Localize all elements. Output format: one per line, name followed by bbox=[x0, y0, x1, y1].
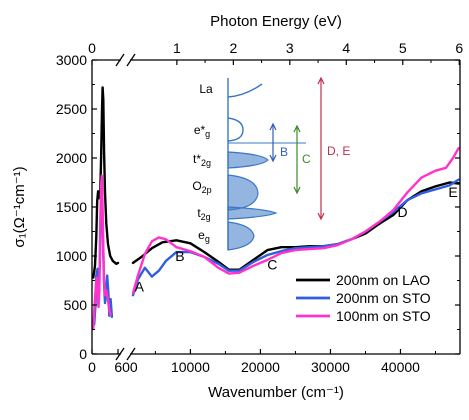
inset-level-main: t bbox=[197, 206, 201, 220]
inset-level-eg bbox=[227, 221, 255, 251]
top-tick-label: 2 bbox=[229, 40, 237, 56]
peak-label-D: D bbox=[398, 204, 408, 220]
axis-break-top-0 bbox=[115, 53, 125, 67]
axis-break-bottom-0 bbox=[115, 347, 125, 361]
inset-level-main: t* bbox=[193, 152, 201, 166]
inset-level-sub: g bbox=[205, 129, 210, 139]
series-line-2-segment-0 bbox=[92, 174, 112, 330]
inset-level-main: La bbox=[199, 82, 213, 96]
x-tick-label: 10000 bbox=[171, 359, 210, 375]
peak-label-E: E bbox=[448, 184, 457, 200]
inset-level-sub: 2g bbox=[201, 158, 211, 168]
inset-arrow-label-c: C bbox=[302, 152, 311, 166]
x-tick-label: 20000 bbox=[241, 359, 280, 375]
inset-arrow-b-head-bottom bbox=[269, 154, 277, 163]
inset-level-label: La bbox=[199, 82, 213, 96]
inset-level-label: eg bbox=[198, 228, 210, 244]
peak-label-C: C bbox=[267, 257, 277, 273]
series-group bbox=[92, 86, 460, 330]
y-axis-title: σ₁(Ω⁻¹cm⁻¹) bbox=[11, 166, 28, 247]
y-tick-label: 3000 bbox=[56, 52, 87, 68]
inset-level-sub: g bbox=[205, 234, 210, 244]
inset-level-main: e bbox=[198, 228, 205, 242]
y-tick-label: 0 bbox=[79, 346, 87, 362]
inset-level-main: e* bbox=[194, 123, 206, 137]
inset-level-o2p bbox=[227, 174, 259, 211]
y-tick-label: 2000 bbox=[56, 150, 87, 166]
x-tick-label: 30000 bbox=[311, 359, 350, 375]
inset-level-label: t*2g bbox=[193, 152, 211, 168]
top-tick-label: 4 bbox=[342, 40, 350, 56]
top-tick-label: 1 bbox=[173, 40, 181, 56]
inset-level-t2g-star bbox=[227, 151, 269, 169]
inset-level-label: O2p bbox=[192, 179, 211, 195]
x-tick-label: 0 bbox=[88, 359, 96, 375]
inset-level-la bbox=[227, 83, 263, 98]
legend: 200nm on LAO 200nm on STO 100nm on STO bbox=[296, 272, 431, 324]
inset-arrow-de-head-bottom bbox=[317, 212, 325, 221]
axis-break-bottom-1 bbox=[126, 347, 136, 361]
legend-entry: 100nm on STO bbox=[336, 308, 431, 324]
annotation-group: A B C D E bbox=[135, 184, 458, 294]
inset-level-label: e*g bbox=[194, 123, 210, 139]
inset-arrow-c-head-bottom bbox=[293, 186, 301, 195]
inset-arrow-label-b: B bbox=[280, 145, 288, 159]
legend-entry: 200nm on LAO bbox=[336, 272, 430, 288]
y-tick-label: 500 bbox=[64, 297, 88, 313]
inset-level-main: O bbox=[192, 179, 201, 193]
inset-arrow-label-de: D, E bbox=[327, 144, 350, 158]
series-line-2-segment-1 bbox=[131, 147, 460, 295]
inset-arrow-de-head-top bbox=[317, 76, 325, 85]
inset-level-t2g bbox=[227, 206, 278, 220]
series-line-1-segment-1 bbox=[131, 178, 460, 297]
top-tick-label: 5 bbox=[399, 40, 407, 56]
top-axis-title: Photon Energy (eV) bbox=[210, 13, 342, 30]
inset-level-sub: 2p bbox=[202, 185, 212, 195]
y-tick-label: 2500 bbox=[56, 101, 87, 117]
x-axis-title: Wavenumber (cm⁻¹) bbox=[208, 384, 344, 401]
legend-entry: 200nm on STO bbox=[336, 290, 431, 306]
y-tick-label: 1000 bbox=[56, 248, 87, 264]
inset-arrow-b-head-top bbox=[269, 122, 277, 131]
x-tick-label: 40000 bbox=[381, 359, 420, 375]
y-tick-label: 1500 bbox=[56, 199, 87, 215]
top-tick-label: 6 bbox=[455, 40, 463, 56]
inset-arrow-c-head-top bbox=[293, 124, 301, 133]
peak-label-B: B bbox=[175, 248, 184, 264]
top-tick-label: 3 bbox=[286, 40, 294, 56]
inset-level-sub: 2g bbox=[201, 212, 211, 222]
inset-level-label: t2g bbox=[197, 206, 210, 222]
peak-label-A: A bbox=[135, 278, 145, 294]
x-tick-label: 600 bbox=[114, 359, 138, 375]
top-tick-label: 0 bbox=[88, 40, 96, 56]
axis-break-top-1 bbox=[126, 53, 136, 67]
series-line-0-segment-0 bbox=[92, 86, 120, 279]
inset-level-eg-star bbox=[227, 117, 244, 142]
